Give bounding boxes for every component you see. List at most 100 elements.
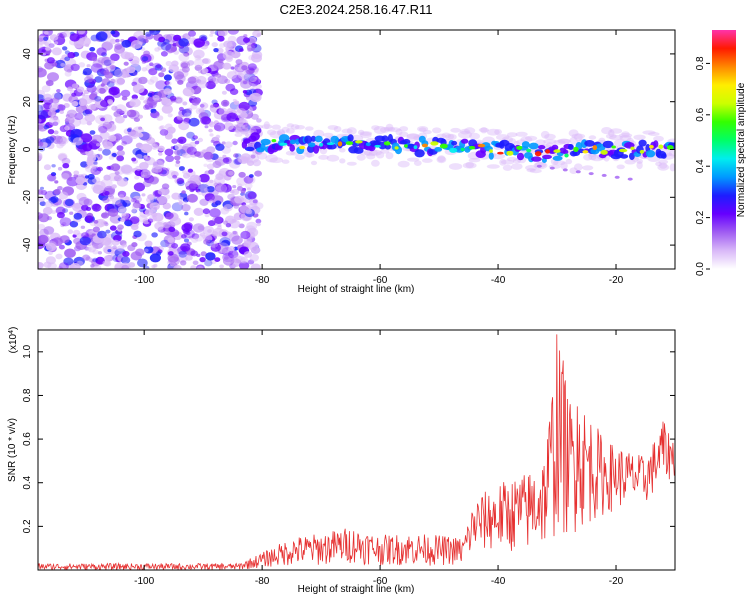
noise-blob <box>246 160 254 167</box>
noise-blob <box>170 262 176 267</box>
noise-blob <box>226 71 237 80</box>
noise-blob <box>132 195 142 204</box>
noise-blob <box>220 248 227 254</box>
signal-core <box>402 138 411 145</box>
noise-blob <box>202 225 215 236</box>
noise-blob <box>163 194 171 200</box>
noise-blob <box>199 257 206 263</box>
noise-blob <box>238 48 244 52</box>
noise-blob <box>213 124 222 131</box>
noise-blob <box>47 72 59 82</box>
noise-blob <box>114 104 127 114</box>
signal-halo <box>339 158 346 164</box>
noise-blob <box>193 49 205 59</box>
noise-blob <box>168 256 180 266</box>
noise-blob <box>183 112 192 119</box>
noise-blob <box>56 89 61 93</box>
noise-blob <box>38 146 46 152</box>
signal-halo <box>421 158 433 163</box>
noise-blob <box>247 36 257 44</box>
signal-core <box>260 138 271 146</box>
noise-blob <box>188 117 200 127</box>
signal-halo <box>286 127 295 134</box>
signal-hotspot <box>289 139 296 145</box>
spectrogram-x-axis-title: Height of straight line (km) <box>298 284 415 295</box>
signal-halo <box>399 131 409 137</box>
noise-blob <box>52 121 59 126</box>
signal-hotspot <box>489 149 493 153</box>
signal-halo <box>358 129 365 136</box>
noise-blob <box>114 43 123 50</box>
noise-blob <box>210 77 219 85</box>
signal-core <box>521 141 530 149</box>
noise-blob <box>51 47 62 56</box>
noise-blob <box>81 232 89 239</box>
noise-blob <box>121 165 134 175</box>
signal-halo <box>568 129 579 137</box>
noise-blob <box>206 163 215 170</box>
noise-blob <box>66 113 76 121</box>
snr-x-axis-title: Height of straight line (km) <box>298 584 415 595</box>
snr-scale-label-text: (x10 <box>8 333 19 353</box>
noise-blob <box>122 114 128 119</box>
signal-halo <box>543 139 557 144</box>
signal-halo <box>256 152 268 160</box>
noise-blob <box>176 114 185 121</box>
noise-blob <box>128 131 139 140</box>
noise-blob <box>178 53 190 62</box>
noise-blob <box>96 84 108 94</box>
noise-blob <box>238 223 245 229</box>
noise-blob <box>55 206 66 215</box>
noise-blob <box>181 153 187 158</box>
signal-hotspot <box>469 145 476 150</box>
noise-blob <box>190 265 197 269</box>
signal-halo <box>582 165 594 171</box>
noise-blob <box>90 166 102 175</box>
signal-halo <box>647 132 660 136</box>
y-tick-label: 0.2 <box>22 519 33 533</box>
signal-halo <box>458 130 472 139</box>
colorbar-tick-label: 0.2 <box>695 210 706 224</box>
noise-blob <box>82 143 93 152</box>
signal-hotspot <box>649 145 654 149</box>
noise-blob <box>77 30 86 35</box>
noise-blob <box>218 107 228 116</box>
noise-blob <box>58 191 69 200</box>
noise-blob <box>239 157 249 165</box>
noise-blob <box>151 264 156 269</box>
noise-blob <box>246 221 258 231</box>
noise-blob <box>222 62 232 70</box>
noise-blob <box>250 263 261 269</box>
signal-halo <box>619 135 632 141</box>
noise-blob <box>82 71 88 76</box>
secondary-trace <box>575 170 581 174</box>
noise-blob <box>95 31 108 41</box>
noise-blob <box>246 187 251 191</box>
signal-halo <box>407 157 420 162</box>
noise-blob <box>240 112 248 119</box>
noise-blob <box>102 121 113 130</box>
y-tick-label: -40 <box>22 237 33 252</box>
signal-core <box>531 156 542 162</box>
noise-blob <box>211 99 218 105</box>
signal-core <box>602 140 614 149</box>
signal-halo <box>286 123 295 128</box>
signal-halo <box>366 153 376 160</box>
noise-blob <box>249 253 259 262</box>
noise-blob <box>159 129 169 136</box>
noise-blob <box>170 46 177 52</box>
noise-blob <box>212 160 222 169</box>
noise-blob <box>173 71 185 80</box>
noise-blob <box>160 42 172 51</box>
noise-blob <box>226 112 238 122</box>
signal-core <box>645 150 656 158</box>
noise-blob <box>61 46 68 51</box>
noise-blob <box>156 115 164 121</box>
noise-blob <box>181 66 190 73</box>
noise-blob <box>157 188 166 195</box>
noise-blob <box>235 153 242 159</box>
noise-blob <box>224 141 233 148</box>
noise-blob <box>233 212 244 221</box>
noise-blob <box>167 237 175 243</box>
signal-halo <box>486 164 500 169</box>
